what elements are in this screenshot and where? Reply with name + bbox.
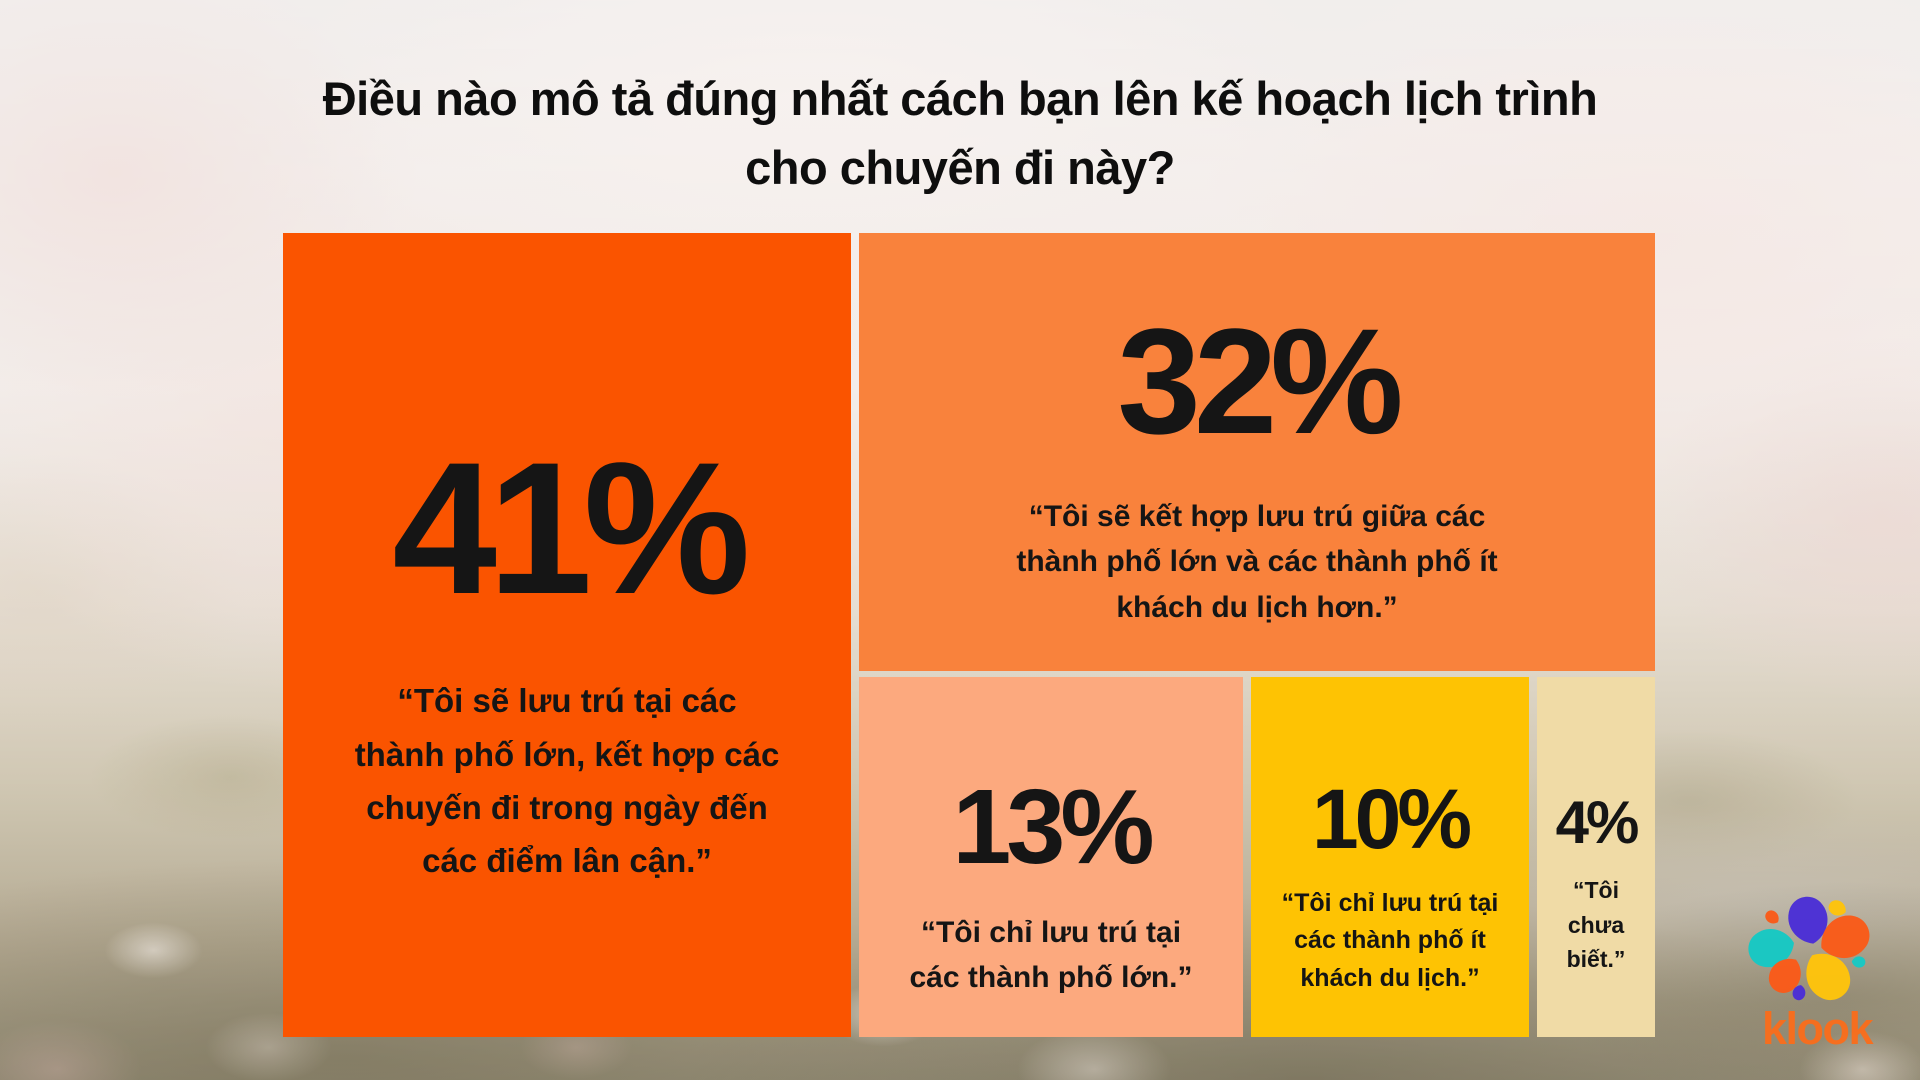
klook-logo: klook — [1742, 892, 1892, 1054]
treemap-block-13: 13% “Tôi chỉ lưu trú tại các thành phố l… — [859, 677, 1243, 1037]
treemap-block-4-content: 4% “Tôi chưa biết.” — [1552, 793, 1640, 977]
page-title-line-2: cho chuyến đi này? — [745, 140, 1175, 194]
page-title-line-1: Điều nào mô tả đúng nhất cách bạn lên kế… — [322, 72, 1598, 126]
quote-text-13: “Tôi chỉ lưu trú tại các thành phố lớn.” — [909, 916, 1193, 994]
percentage-label-13: 13% — [952, 768, 1154, 886]
treemap-block-41-content: 41% “Tôi sẽ lưu trú tại các thành phố lớ… — [352, 434, 782, 888]
quote-text-10: “Tôi chỉ lưu trú tại các thành phố ít kh… — [1281, 888, 1499, 992]
treemap-block-10: 10% “Tôi chỉ lưu trú tại các thành phố í… — [1251, 677, 1529, 1037]
klook-wordmark: klook — [1762, 1003, 1875, 1054]
percentage-label-41: 41% — [392, 423, 750, 634]
quote-text-4: “Tôi chưa biết.” — [1566, 877, 1626, 973]
page-title: Điều nào mô tả đúng nhất cách bạn lên kế… — [0, 65, 1920, 201]
treemap-block-32-content: 32% “Tôi sẽ kết hợp lưu trú giữa các thà… — [1002, 306, 1512, 631]
treemap-chart: 41% “Tôi sẽ lưu trú tại các thành phố lớ… — [283, 233, 1655, 1037]
treemap-block-32: 32% “Tôi sẽ kết hợp lưu trú giữa các thà… — [859, 233, 1655, 671]
quote-text-32: “Tôi sẽ kết hợp lưu trú giữa các thành p… — [1016, 499, 1498, 624]
quote-text-41: “Tôi sẽ lưu trú tại các thành phố lớn, k… — [354, 682, 780, 880]
klook-logo-icon: klook — [1744, 893, 1877, 1054]
percentage-label-10: 10% — [1311, 771, 1472, 866]
treemap-block-13-content: 13% “Tôi chỉ lưu trú tại các thành phố l… — [899, 774, 1204, 1000]
treemap-block-4: 4% “Tôi chưa biết.” — [1537, 677, 1655, 1037]
treemap-block-10-content: 10% “Tôi chỉ lưu trú tại các thành phố í… — [1273, 777, 1508, 998]
percentage-label-4: 4% — [1555, 789, 1640, 857]
treemap-block-41: 41% “Tôi sẽ lưu trú tại các thành phố lớ… — [283, 233, 851, 1037]
percentage-label-32: 32% — [1117, 296, 1403, 465]
